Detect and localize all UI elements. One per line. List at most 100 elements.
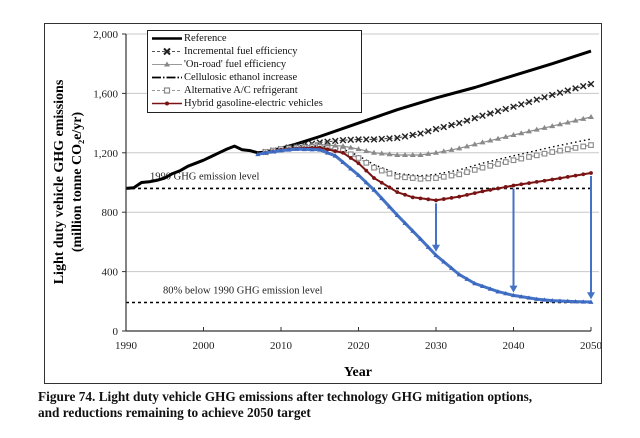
data-point (541, 150, 548, 157)
data-point (347, 144, 354, 150)
data-point (573, 299, 578, 304)
x-tick-label: 2010 (270, 340, 293, 352)
data-point (339, 136, 347, 144)
data-point (426, 197, 431, 202)
data-point (341, 150, 345, 155)
data-point (472, 191, 477, 196)
data-point (440, 123, 448, 131)
series-line (257, 147, 592, 304)
data-point (526, 154, 532, 160)
data-point (402, 174, 408, 181)
data-point (503, 291, 509, 296)
data-point (401, 133, 409, 140)
data-point (502, 105, 510, 113)
data-point (534, 296, 540, 301)
data-point (394, 173, 401, 180)
data-point (564, 119, 571, 125)
data-point (580, 143, 587, 150)
data-point (488, 188, 493, 192)
data-point (573, 173, 578, 178)
data-point (580, 299, 586, 304)
data-point (418, 196, 423, 201)
y-tick-label: 400 (102, 267, 119, 279)
data-point (572, 145, 579, 151)
data-point (410, 195, 415, 200)
data-point (542, 297, 547, 302)
data-point (263, 150, 268, 155)
caption-line-1: Figure 74. Light duty vehicle GHG emissi… (38, 389, 533, 404)
legend-item-on-road: 'On-road' fuel efficiency (150, 58, 360, 71)
legend-item-hybrid: Hybrid gasoline-electric vehicles (150, 97, 360, 110)
data-point (356, 172, 361, 177)
data-point (378, 135, 386, 143)
data-point (309, 147, 315, 152)
data-point (541, 93, 548, 101)
data-point (449, 265, 454, 270)
data-point (455, 119, 463, 127)
data-point (340, 143, 346, 149)
data-point (526, 128, 532, 134)
data-point (502, 133, 509, 139)
data-point (409, 175, 416, 181)
legend-item-reference: Reference (150, 32, 360, 45)
data-point (425, 244, 431, 249)
data-point (418, 236, 423, 241)
data-point (348, 156, 353, 160)
reduction-arrow (587, 175, 595, 300)
data-point (371, 164, 377, 171)
data-point (565, 298, 571, 304)
data-point (580, 115, 587, 121)
data-point (589, 171, 593, 175)
data-point (301, 146, 307, 152)
data-point (402, 220, 408, 225)
data-point (378, 167, 385, 174)
series-group (125, 49, 595, 304)
y-tick-label: 1,200 (93, 148, 118, 160)
legend-item-cellulosic: Cellulosic ethanol increase (150, 71, 360, 84)
data-point (395, 190, 400, 195)
data-point (441, 197, 446, 201)
data-point (487, 162, 494, 169)
reduction-arrow (432, 203, 440, 252)
data-point (386, 135, 393, 142)
data-point (518, 155, 525, 162)
data-point (495, 161, 501, 167)
x-tick-label: 1990 (115, 340, 138, 352)
data-point (564, 87, 572, 94)
legend-label: Reference (184, 33, 227, 44)
y-tick-label: 1,600 (93, 88, 118, 100)
data-point (286, 147, 292, 152)
data-point (325, 150, 330, 155)
arrow-head (587, 292, 595, 300)
legend-item-alt-ac: Alternative A/C refrigerant (150, 84, 360, 97)
data-point (495, 135, 501, 141)
data-point (355, 155, 362, 161)
data-point (371, 149, 377, 155)
data-point (417, 175, 424, 182)
series-reference (125, 49, 592, 190)
data-point (548, 91, 556, 99)
data-point (432, 125, 440, 133)
data-point (440, 148, 447, 154)
data-point (480, 189, 485, 194)
data-point (340, 159, 346, 165)
data-point (558, 176, 562, 181)
data-point (541, 124, 548, 130)
data-point (456, 171, 463, 178)
data-point (348, 166, 354, 171)
data-point (587, 80, 595, 88)
data-point (386, 151, 393, 157)
data-point (533, 96, 541, 103)
data-point (564, 146, 571, 153)
data-point (464, 143, 470, 149)
data-point (387, 185, 392, 190)
data-point (364, 168, 369, 173)
data-point (480, 283, 485, 289)
data-point (479, 112, 486, 119)
data-point (557, 147, 563, 154)
data-point (355, 136, 362, 143)
data-point (588, 114, 594, 120)
data-point (362, 136, 370, 143)
data-point (332, 142, 339, 148)
chart-frame (44, 23, 602, 384)
